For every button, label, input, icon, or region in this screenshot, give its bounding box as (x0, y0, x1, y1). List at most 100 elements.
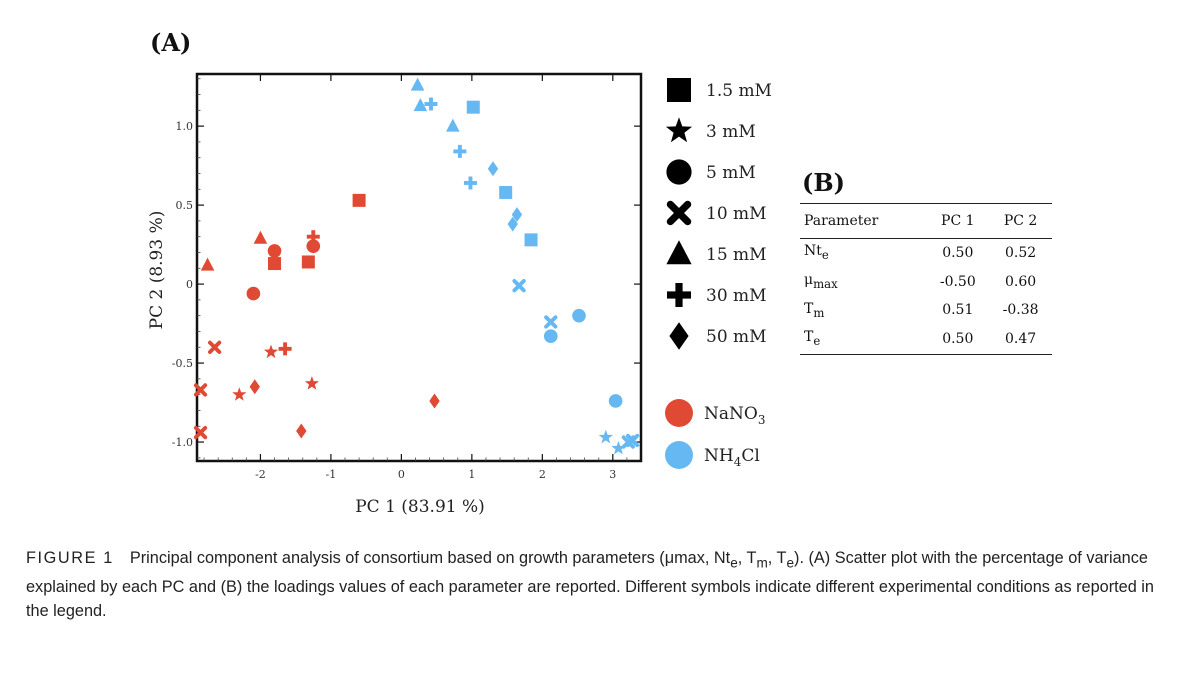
data-point-square (524, 233, 538, 247)
data-point-star (611, 440, 626, 455)
plot-border (195, 72, 643, 463)
x-tick-label: -2 (255, 468, 266, 481)
legend-color-swatch (665, 399, 693, 427)
loadings-table-panel: (B) Parameter PC 1 PC 2 Nte 0.50 0.52 μm… (800, 168, 1052, 355)
data-point-circle (306, 239, 321, 254)
param-cell: Te (804, 329, 821, 349)
legend-square-icon (667, 78, 691, 102)
data-point-circle (543, 329, 558, 344)
data-point-triangle (200, 257, 215, 271)
legend: 1.5 mM 3 mM 5 mM 10 mM 15 mM 30 mM 50 mM NaNO3 N… (665, 78, 772, 469)
data-point-x (512, 279, 526, 293)
data-point-x (625, 433, 640, 448)
data-point-diamond (429, 393, 440, 409)
table-row: Tm 0.51 -0.38 (800, 297, 1052, 326)
data-point-plus (306, 230, 320, 244)
data-point-x (193, 383, 208, 397)
data-point-diamond (296, 423, 307, 439)
legend-label: NaNO3 (704, 404, 765, 427)
legend-label: 10 mM (706, 204, 767, 224)
header-pc2: PC 2 (1003, 213, 1038, 229)
data-point-x (207, 340, 222, 354)
legend-label: 1.5 mM (706, 81, 772, 101)
data-point-triangle (410, 77, 425, 91)
pc2-cell: 0.52 (1005, 244, 1037, 261)
data-point-star (263, 344, 279, 359)
y-tick-label: -1.0 (172, 436, 193, 449)
legend-star-icon (665, 117, 693, 143)
data-point-square (499, 185, 513, 199)
panel-b-label: (B) (802, 168, 845, 197)
legend-label: 15 mM (706, 245, 767, 265)
data-point-star (598, 429, 613, 444)
pc2-cell: -0.38 (1002, 302, 1039, 319)
data-point-circle (267, 244, 282, 258)
data-point-circle (572, 308, 586, 323)
y-axis-label: PC 2 (8.93 %) (147, 211, 167, 330)
param-cell: μmax (804, 271, 838, 291)
data-point-star (232, 387, 247, 401)
table-header-row: Parameter PC 1 PC 2 (800, 203, 1052, 239)
data-point-x (193, 425, 208, 440)
x-tick-label: 3 (609, 468, 616, 481)
panel-a-label: (A) (150, 28, 192, 57)
data-point-x (544, 315, 558, 329)
table-row: μmax -0.50 0.60 (800, 268, 1052, 297)
minor-ticks (197, 78, 628, 461)
data-point-plus (453, 144, 467, 158)
loadings-table: Parameter PC 1 PC 2 Nte 0.50 0.52 μmax -… (800, 203, 1052, 355)
x-axis-ticks: -2 -1 0 1 2 3 (255, 74, 616, 481)
data-point-circle (246, 286, 261, 301)
y-tick-label: 0.5 (176, 199, 194, 212)
data-point-square (352, 193, 366, 207)
pc1-cell: 0.50 (942, 331, 974, 348)
legend-triangle-icon (666, 240, 692, 265)
x-tick-label: 1 (468, 468, 475, 481)
data-point-triangle (446, 118, 460, 132)
data-point-triangle (253, 230, 268, 244)
table-row: Nte 0.50 0.52 (800, 239, 1052, 268)
data-point-diamond (249, 379, 260, 395)
pc2-cell: 0.60 (1005, 273, 1037, 290)
data-point-square (466, 100, 480, 114)
table-row: Te 0.50 0.47 (800, 325, 1052, 355)
legend-x-icon (666, 200, 692, 226)
data-point-square (268, 257, 282, 271)
legend-diamond-icon (669, 322, 689, 350)
legend-plus-icon (667, 283, 691, 307)
legend-label: NH4Cl (704, 446, 760, 469)
figure-caption: FIGURE 1 Principal component analysis of … (26, 549, 1154, 621)
header-pc1: PC 1 (941, 213, 975, 229)
data-points (193, 77, 640, 455)
param-cell: Tm (804, 300, 825, 320)
data-point-diamond (511, 207, 523, 223)
pc1-cell: 0.50 (942, 244, 974, 261)
legend-label: 50 mM (706, 327, 767, 347)
pc2-cell: 0.47 (1005, 331, 1037, 348)
pc1-cell: -0.50 (939, 273, 976, 290)
data-point-plus (278, 342, 292, 356)
legend-color-swatch (665, 441, 693, 469)
x-tick-label: -1 (326, 468, 337, 481)
x-tick-label: 2 (539, 468, 546, 481)
header-parameter: Parameter (804, 213, 879, 229)
y-tick-label: -0.5 (172, 357, 193, 370)
pca-scatter-plot: -2 -1 0 1 2 3 1.00.50-0.5-1.0 PC 1 (83.91 %) … (147, 72, 772, 517)
legend-label: 5 mM (706, 163, 756, 183)
legend-label: 30 mM (706, 286, 767, 306)
x-tick-label: 0 (398, 468, 405, 481)
legend-label: 3 mM (706, 122, 756, 142)
legend-circle-icon (666, 159, 692, 185)
param-cell: Nte (804, 243, 829, 262)
y-tick-label: 1.0 (176, 120, 194, 133)
data-point-circle (608, 394, 623, 408)
data-point-plus (463, 176, 477, 190)
figure-label: FIGURE 1 (26, 549, 114, 567)
y-axis-ticks: 1.0 0.5 0 -0.5 -1.0 (172, 120, 641, 449)
pc1-cell: 0.51 (942, 302, 974, 319)
y-tick-label: 0 (186, 278, 193, 291)
data-point-diamond (487, 161, 499, 177)
plot-frame (195, 72, 643, 463)
data-point-triangle (413, 98, 428, 112)
data-point-square (301, 255, 315, 269)
